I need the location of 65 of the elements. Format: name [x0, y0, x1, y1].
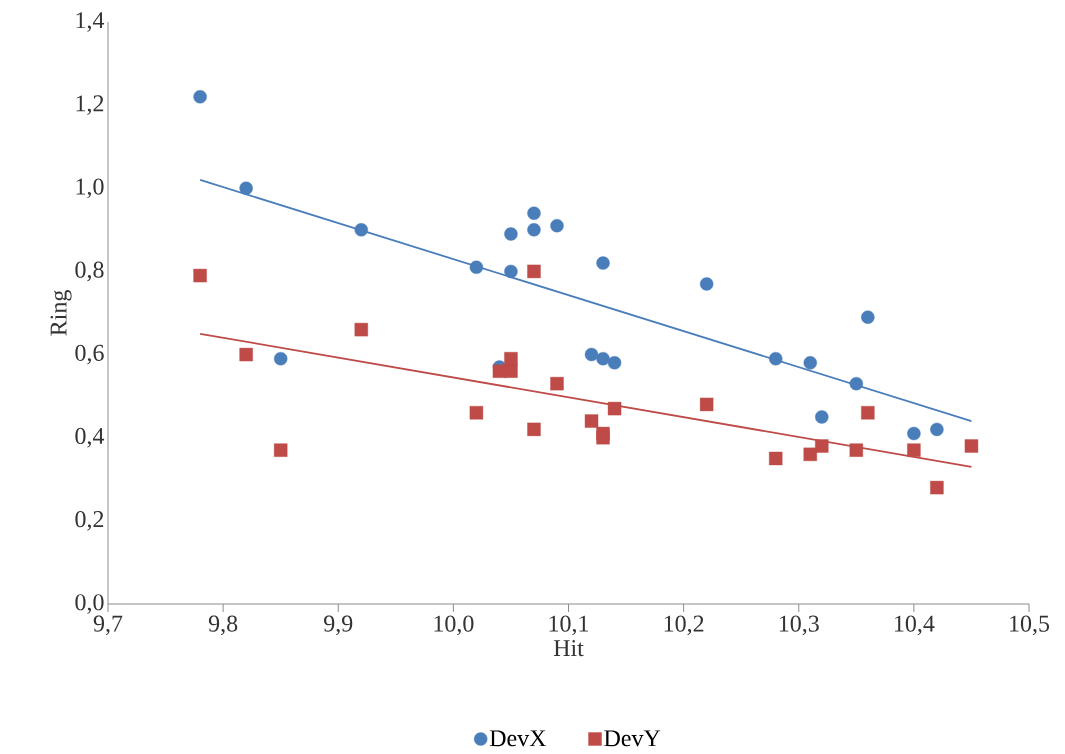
point — [469, 406, 484, 420]
point — [815, 410, 829, 424]
point — [550, 376, 564, 391]
point — [815, 439, 829, 453]
point — [273, 352, 288, 366]
y-tick-label: 1,2 — [76, 95, 104, 115]
point — [584, 347, 599, 362]
point — [907, 443, 921, 457]
point — [193, 90, 207, 104]
point — [907, 426, 921, 441]
x-tick-label: 9,7 — [93, 615, 123, 636]
point — [504, 264, 518, 279]
x-tick-label: 10,3 — [779, 615, 819, 636]
point — [769, 352, 783, 366]
point — [584, 414, 599, 428]
point — [607, 356, 622, 370]
x-tick-label: 10,4 — [894, 615, 935, 636]
point — [930, 422, 944, 437]
point — [964, 439, 979, 453]
point — [699, 277, 714, 291]
x-tick-label: 9,9 — [324, 615, 353, 636]
point — [239, 347, 253, 362]
y-tick-label: 0,4 — [75, 427, 105, 448]
legend-label: DevX — [489, 730, 547, 747]
point — [849, 443, 864, 457]
point — [861, 406, 875, 420]
point — [239, 181, 253, 195]
x-tick-label: 10,0 — [434, 615, 474, 636]
point — [699, 397, 714, 412]
point — [596, 256, 610, 270]
x-tick-label: 10,2 — [664, 615, 704, 636]
y-tick-label: 0,2 — [75, 511, 104, 531]
point — [861, 310, 875, 324]
point — [803, 356, 817, 370]
y-tick-label: 0,6 — [75, 344, 104, 365]
point — [849, 376, 864, 391]
point — [354, 223, 368, 237]
legend-label: DevY — [604, 730, 661, 747]
y-tick-label: 0,0 — [75, 594, 104, 614]
y-tick-label: 1,4 — [76, 12, 105, 32]
point — [596, 431, 610, 445]
x-tick-label: 10,5 — [1010, 615, 1050, 636]
x-tick-label: 10,1 — [549, 615, 589, 636]
y-tick-label: 0,8 — [75, 261, 104, 282]
x-axis-title: Hit — [553, 640, 584, 657]
point — [527, 422, 541, 437]
point — [273, 443, 288, 457]
point — [550, 218, 564, 233]
point — [504, 227, 518, 241]
x-tick-label: 9,8 — [208, 615, 238, 636]
point — [504, 364, 518, 378]
point — [193, 268, 207, 283]
point — [527, 223, 541, 237]
point — [527, 264, 541, 279]
point — [769, 451, 783, 466]
point — [527, 206, 541, 220]
point — [803, 447, 817, 462]
point — [469, 260, 484, 274]
point — [504, 352, 518, 366]
point — [930, 480, 944, 495]
point — [596, 352, 610, 366]
y-axis-title: Ring — [50, 290, 72, 336]
y-tick-label: 1,0 — [76, 178, 104, 199]
point — [607, 401, 622, 416]
point — [354, 322, 368, 337]
